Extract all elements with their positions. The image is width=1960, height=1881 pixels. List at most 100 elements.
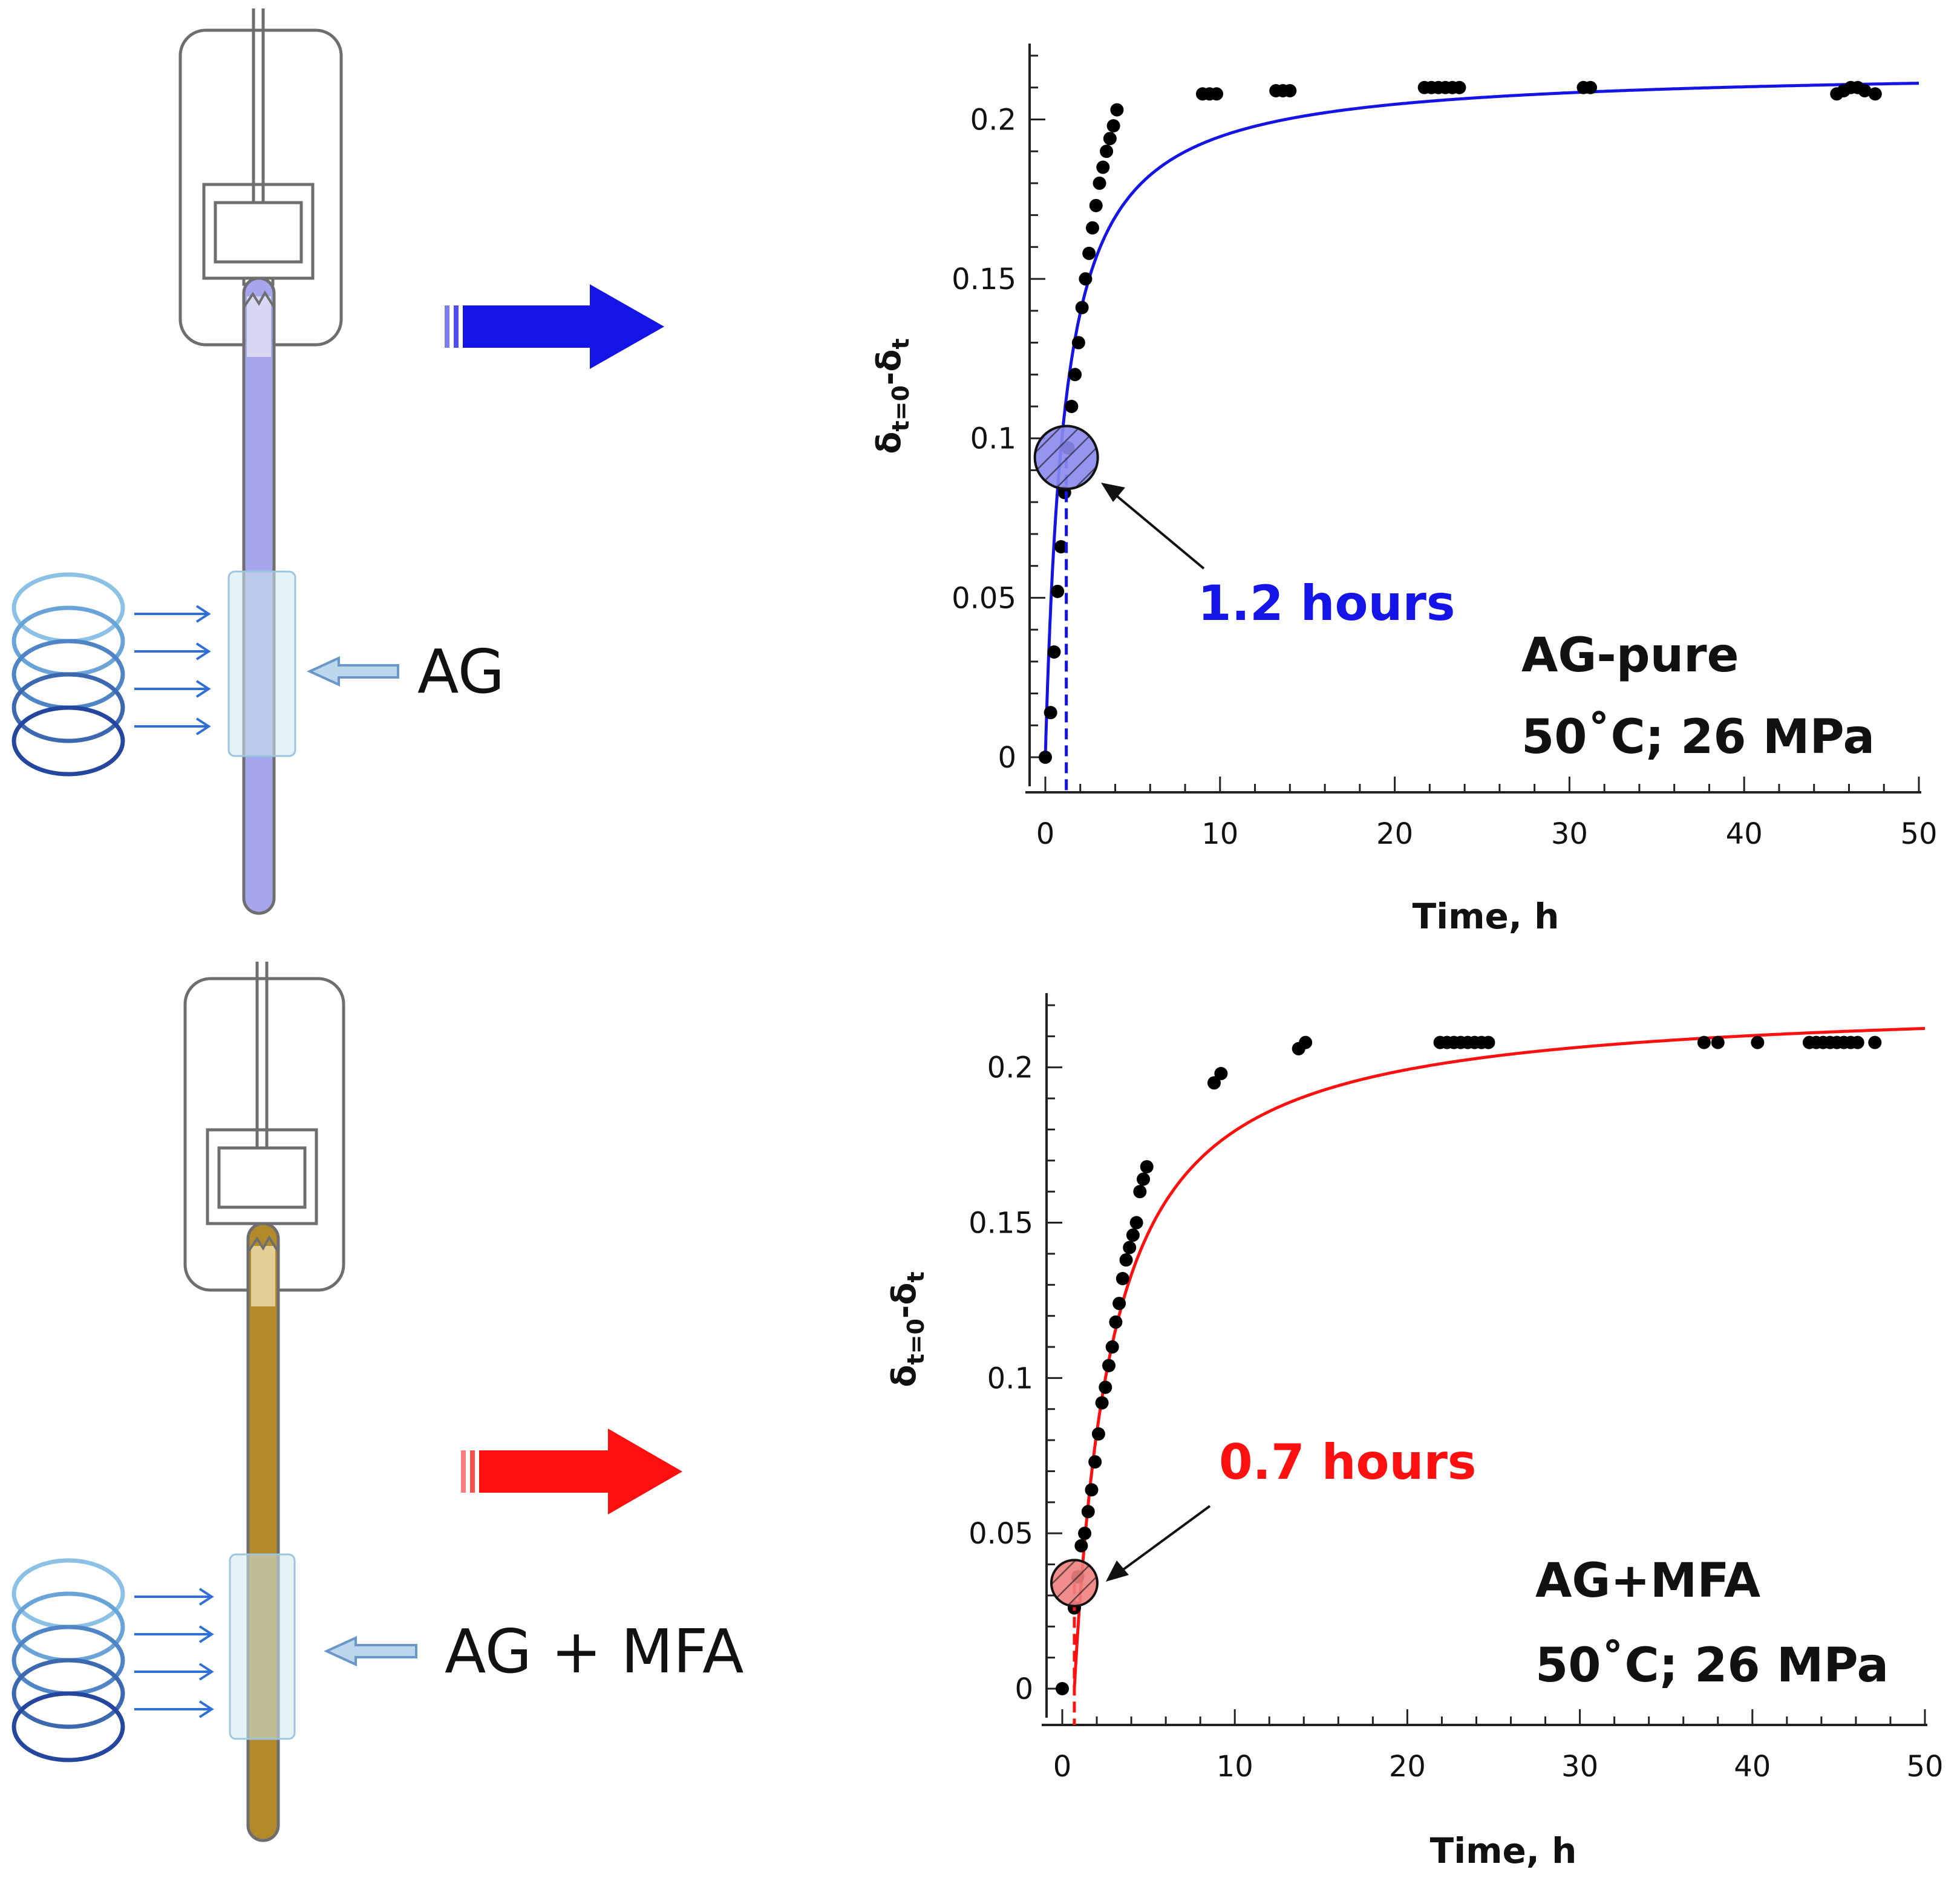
time-marker-hatch: [1034, 426, 1098, 489]
y-tick-label: 0: [1014, 1672, 1033, 1706]
data-point: [1858, 84, 1872, 97]
arrow-left-icon: [324, 1635, 417, 1667]
data-point: [1868, 1035, 1882, 1049]
data-point: [1103, 132, 1117, 146]
data-point: [1751, 1035, 1765, 1049]
y-tick-label: 0.1: [970, 422, 1016, 456]
data-point: [1481, 1035, 1495, 1049]
data-point: [1099, 1380, 1112, 1394]
annotation-arrow: [1101, 483, 1205, 570]
ylabel-dash: -δ: [870, 350, 908, 386]
y-tick-label: 0.2: [970, 103, 1016, 137]
y-tick-label: 0.15: [952, 262, 1016, 296]
data-point: [1137, 1172, 1151, 1186]
ylabel-sub1: t=0: [887, 385, 914, 431]
detection-zone: [229, 1553, 296, 1740]
data-point: [1056, 1682, 1069, 1695]
data-point: [1051, 584, 1065, 598]
data-point: [1095, 1396, 1109, 1410]
data-point: [1106, 119, 1120, 132]
sample-label: AG-pure: [1521, 628, 1739, 683]
data-point: [1075, 301, 1089, 315]
x-tick-label: 50: [1900, 817, 1937, 851]
data-point: [1697, 1035, 1711, 1049]
data-point: [1078, 1527, 1092, 1540]
y-tick-label: 0.15: [969, 1207, 1033, 1240]
fit-curve: [1044, 82, 1919, 757]
x-axis-title: Time, h: [1413, 896, 1560, 937]
ylabel-sub1: t=0: [903, 1319, 929, 1364]
arrow-right-icon: [445, 284, 664, 369]
y-tick-label: 0.05: [952, 581, 1016, 615]
conditions-label: 50˚C; 26 MPa: [1535, 1638, 1889, 1693]
data-point: [1207, 1076, 1221, 1090]
data-point: [1085, 1483, 1099, 1497]
data-point: [1044, 706, 1057, 720]
rf-field-arrows: [134, 1588, 214, 1718]
rf-field-arrows: [134, 605, 211, 735]
coil-icon: [11, 572, 125, 777]
x-tick-label: 50: [1906, 1750, 1943, 1784]
tube-label: AG + MFA: [445, 1616, 744, 1687]
data-point: [1210, 87, 1224, 101]
ylabel-sub2: t: [903, 1271, 929, 1282]
apparatus-top: AG: [11, 8, 505, 915]
tube-top-notch: [247, 1235, 279, 1253]
data-point: [1110, 103, 1124, 117]
x-tick-label: 10: [1201, 817, 1238, 851]
data-point: [1054, 540, 1068, 553]
sample-tube: [246, 1222, 280, 1842]
data-point: [1452, 80, 1466, 94]
y-axis-title: δt=0-δt: [870, 338, 914, 454]
y-axis-title: δt=0-δt: [885, 1271, 929, 1387]
data-point: [1089, 198, 1103, 212]
data-point: [1214, 1067, 1228, 1080]
axes: [1042, 993, 1927, 1726]
x-tick-label: 10: [1217, 1750, 1253, 1784]
y-tick-label: 0.05: [969, 1517, 1033, 1551]
data-point: [1096, 160, 1110, 174]
sample-powder: [251, 1246, 275, 1306]
chart-bottom: δt=0-δt Time, h 0 0.05 0.1 0.15 0.2 0 10 20 30 40…: [885, 993, 1944, 1871]
detection-zone: [227, 570, 296, 757]
data-point: [1851, 1035, 1864, 1049]
annotation-arrow: [1106, 1505, 1211, 1582]
x-tick-label: 40: [1734, 1750, 1771, 1784]
data-point: [1299, 1035, 1313, 1049]
time-annotation: 0.7 hours: [1219, 1434, 1477, 1490]
data-point: [1081, 1505, 1095, 1519]
data-point: [1068, 368, 1082, 382]
data-point: [1119, 1253, 1133, 1267]
x-tick-label: 20: [1376, 817, 1413, 851]
x-tick-label: 20: [1389, 1750, 1426, 1784]
tube-label: AG: [417, 636, 505, 707]
data-point: [1584, 80, 1598, 94]
data-point: [1039, 751, 1052, 764]
tube-top-notch: [243, 290, 275, 308]
sample-powder: [247, 296, 271, 357]
data-point: [1126, 1228, 1140, 1242]
x-tick-label: 0: [1053, 1750, 1072, 1784]
data-point: [1079, 272, 1093, 286]
data-point: [1088, 1455, 1102, 1469]
data-point: [1093, 176, 1106, 190]
x-tick-label: 0: [1036, 817, 1055, 851]
data-point: [1091, 1427, 1105, 1441]
sample-label: AG+MFA: [1535, 1554, 1760, 1608]
ylabel-dash: -δ: [885, 1283, 923, 1319]
data-point: [1112, 1297, 1126, 1311]
arrow-right-icon: [461, 1429, 682, 1514]
data-point: [1140, 1160, 1154, 1174]
data-point: [1129, 1216, 1143, 1230]
coil-icon: [11, 1558, 125, 1762]
data-point: [1123, 1240, 1137, 1254]
x-tick-label: 40: [1726, 817, 1763, 851]
data-point: [1082, 246, 1096, 260]
x-axis-title: Time, h: [1430, 1830, 1577, 1871]
data-point: [1711, 1035, 1725, 1049]
data-point: [1085, 221, 1099, 235]
data-point: [1047, 645, 1061, 659]
high-pressure-cell-icon: [183, 962, 345, 1292]
